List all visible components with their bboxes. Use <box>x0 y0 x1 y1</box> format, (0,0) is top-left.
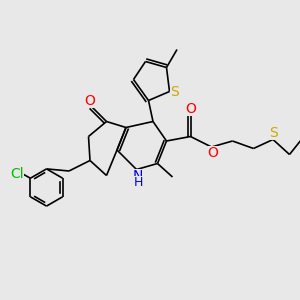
Text: N: N <box>133 169 143 183</box>
Text: H: H <box>133 176 143 189</box>
Text: O: O <box>208 146 218 160</box>
Text: S: S <box>268 126 278 140</box>
Text: Cl: Cl <box>10 167 24 181</box>
Text: O: O <box>85 94 95 108</box>
Text: O: O <box>185 103 196 116</box>
Text: S: S <box>170 85 179 98</box>
